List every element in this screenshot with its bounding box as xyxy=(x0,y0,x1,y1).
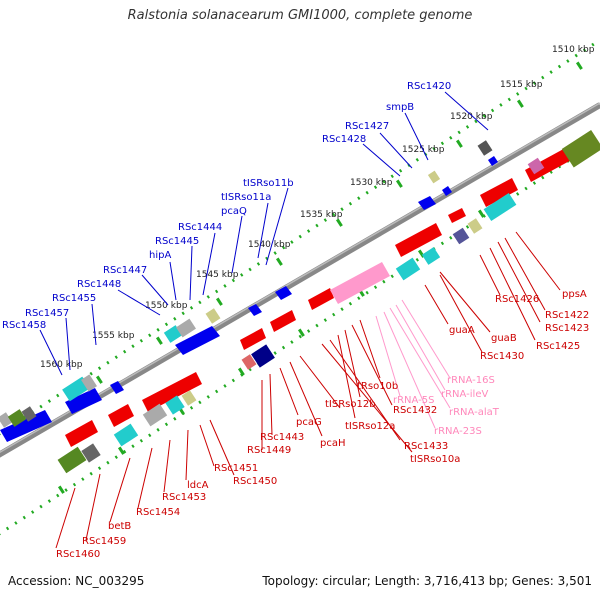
tick-label: 1515 kbp xyxy=(500,80,543,90)
gene-label: RSc1449 xyxy=(247,445,291,456)
tick-label: 1555 kbp xyxy=(92,331,135,341)
tick-label: 1545 kbp xyxy=(196,270,239,280)
gene-label: RSc1423 xyxy=(545,323,589,334)
reverse-leaders xyxy=(55,231,561,549)
gene-label: rRNA-5S xyxy=(393,395,434,406)
accession-text: Accession: NC_003295 xyxy=(8,574,145,588)
tick-label: 1560 kbp xyxy=(40,360,83,370)
gene-label: pcaQ xyxy=(221,206,247,217)
topology-text: Topology: circular; Length: 3,716,413 bp… xyxy=(262,574,592,588)
gene-label: RSc1443 xyxy=(260,432,304,443)
gene-label: RSc1451 xyxy=(214,463,258,474)
gene-label: pcaH xyxy=(320,438,346,449)
gene-label: tRso10b xyxy=(357,381,398,392)
gene-label: RSc1455 xyxy=(52,293,96,304)
gene-label: guaB xyxy=(491,333,517,344)
gene-label: RSc1433 xyxy=(404,441,448,452)
gene-label: rRNA-ileV xyxy=(441,389,488,400)
gene-label: rRNA-16S xyxy=(447,375,495,386)
gene-label: RSc1420 xyxy=(407,81,451,92)
forward-leaders xyxy=(39,91,489,376)
gene-label: RSc1458 xyxy=(2,320,46,331)
tick-label: 1510 kbp xyxy=(552,45,595,55)
rna-leaders xyxy=(375,299,451,429)
reverse-gene-blocks xyxy=(57,129,600,474)
gene-label: RSc1460 xyxy=(56,549,100,560)
forward-label-texts: RSc1420 smpB RSc1427 RSc1428 tISRso11b t… xyxy=(2,81,451,331)
gene-label: RSc1453 xyxy=(162,492,206,503)
gene-label: RSc1425 xyxy=(536,341,580,352)
gene-label: tISRso11b xyxy=(243,178,294,189)
tick-marks xyxy=(35,61,583,494)
gene-label: RSc1427 xyxy=(345,121,389,132)
gene-label: betB xyxy=(108,521,131,532)
gene-label: RSc1457 xyxy=(25,308,69,319)
gene-label: RSc1426 xyxy=(495,294,539,305)
gene-label: ldcA xyxy=(187,480,209,491)
gene-label: RSc1445 xyxy=(155,236,199,247)
forward-gene-blocks xyxy=(0,140,493,428)
gene-label: tISRso11a xyxy=(221,192,271,203)
gene-label: RSc1428 xyxy=(322,134,366,145)
gene-label: RSc1459 xyxy=(82,536,126,547)
gene-label: RSc1454 xyxy=(136,507,180,518)
rna-label-texts: rRNA-16S rRNA-ileV rRNA-alaT rRNA-23S rR… xyxy=(393,375,500,437)
gene-label: tISRso12b xyxy=(325,399,376,410)
forward-genes xyxy=(0,156,498,442)
gene-label: RSc1444 xyxy=(178,222,222,233)
gene-label: rRNA-23S xyxy=(434,426,482,437)
reverse-label-texts: ppsA RSc1422 RSc1423 RSc1425 RSc1426 gua… xyxy=(56,289,589,560)
gene-label: smpB xyxy=(386,102,414,113)
tick-label: 1535 kbp xyxy=(300,210,343,220)
map-title: Ralstonia solanacearum GMI1000, complete… xyxy=(127,8,473,23)
gene-label: RSc1432 xyxy=(393,405,437,416)
gene-label: RSc1450 xyxy=(233,476,277,487)
gene-label: guaA xyxy=(449,325,475,336)
gene-label: tISRso12a xyxy=(345,421,395,432)
tick-label: 1520 kbp xyxy=(450,112,493,122)
gene-label: RSc1422 xyxy=(545,310,589,321)
gene-label: pcaG xyxy=(296,417,322,428)
tick-label: 1550 kbp xyxy=(145,301,188,311)
outer-tick-track xyxy=(0,38,600,436)
rna-genes xyxy=(330,262,390,304)
gene-label: ppsA xyxy=(562,289,587,300)
inner-tick-track xyxy=(0,138,600,536)
gene-label: RSc1430 xyxy=(480,351,524,362)
gene-label: RSc1448 xyxy=(77,279,121,290)
tick-label: 1540 kbp xyxy=(248,240,291,250)
gene-label: tISRso10a xyxy=(410,454,460,465)
gene-label: RSc1447 xyxy=(103,265,147,276)
gene-label: hipA xyxy=(149,250,171,261)
gene-label: rRNA-alaT xyxy=(449,407,500,418)
tick-label: 1530 kbp xyxy=(350,178,393,188)
